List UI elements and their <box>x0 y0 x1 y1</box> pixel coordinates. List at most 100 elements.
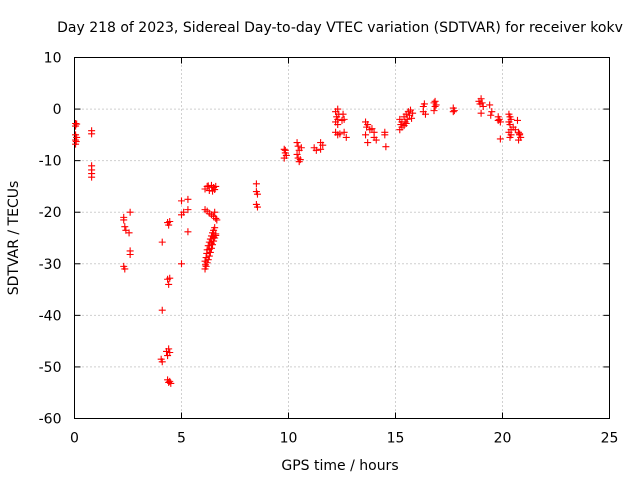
data-point <box>513 116 521 124</box>
data-point <box>205 252 213 260</box>
data-point <box>334 105 342 113</box>
data-point <box>478 99 486 107</box>
data-point <box>180 208 188 216</box>
y-tick-label: -40 <box>39 308 62 324</box>
x-axis-label: GPS time / hours <box>281 458 398 474</box>
data-point <box>479 102 487 110</box>
data-point <box>340 128 348 136</box>
data-point <box>430 107 438 115</box>
data-point <box>253 190 261 198</box>
data-point <box>293 139 301 147</box>
data-point <box>184 228 192 236</box>
data-point <box>205 245 213 253</box>
data-point <box>73 120 81 128</box>
x-tick-label: 10 <box>280 431 298 447</box>
data-point <box>431 97 439 105</box>
data-point <box>209 241 217 249</box>
data-point <box>212 214 220 222</box>
data-point <box>449 108 457 116</box>
data-point <box>319 141 327 149</box>
data-point <box>88 130 96 138</box>
data-point <box>408 114 416 122</box>
data-point <box>372 136 380 144</box>
y-tick-label: -10 <box>39 154 62 170</box>
x-tick-label: 25 <box>601 431 619 447</box>
chart-title: Day 218 of 2023, Sidereal Day-to-day VTE… <box>57 20 623 36</box>
data-point <box>280 154 288 162</box>
data-point <box>420 100 428 108</box>
data-point <box>209 187 217 195</box>
y-tick-label: 0 <box>53 102 62 118</box>
data-point <box>165 345 173 353</box>
y-tick-label: -60 <box>39 412 62 428</box>
data-point <box>158 238 166 246</box>
data-point <box>402 120 410 128</box>
data-point <box>296 156 304 164</box>
y-tick-label: -50 <box>39 360 62 376</box>
data-point <box>477 109 485 117</box>
data-point <box>202 262 210 270</box>
data-point <box>450 107 458 115</box>
data-point <box>158 358 166 366</box>
data-point <box>126 251 134 259</box>
data-point <box>184 206 192 214</box>
data-point <box>213 216 221 224</box>
x-tick-label: 5 <box>177 431 186 447</box>
data-point <box>167 379 175 387</box>
data-point <box>487 111 495 119</box>
data-point <box>334 121 342 129</box>
data-point <box>72 138 80 146</box>
data-point <box>206 248 214 256</box>
data-point <box>158 306 166 314</box>
data-point <box>166 217 174 225</box>
data-point <box>281 146 289 154</box>
data-point <box>506 133 514 141</box>
data-point <box>178 197 185 205</box>
data-point <box>477 95 485 103</box>
data-point <box>120 216 128 224</box>
data-point <box>515 136 523 144</box>
data-point <box>126 208 134 216</box>
data-point <box>165 280 173 288</box>
data-point <box>204 182 212 190</box>
x-tick-label: 15 <box>387 431 405 447</box>
data-point <box>88 173 96 181</box>
data-point <box>432 101 440 109</box>
data-point <box>178 260 185 268</box>
data-point <box>364 139 372 147</box>
y-tick-label: -30 <box>39 257 62 273</box>
data-point <box>496 135 504 143</box>
data-point <box>253 203 261 211</box>
data-point <box>312 146 320 154</box>
data-point <box>317 145 325 153</box>
grid <box>74 57 610 419</box>
data-point <box>297 144 305 152</box>
axis-ticks: 0 5 10 15 20 25 10 0 -10 -20 -30 -40 -50 -60 <box>39 51 619 447</box>
data-point <box>211 224 219 232</box>
data-point <box>494 116 502 124</box>
data-point <box>280 145 288 153</box>
data-point <box>184 195 192 203</box>
data-point <box>342 133 350 141</box>
data-point <box>516 130 524 138</box>
x-tick-label: 0 <box>70 431 79 447</box>
data-point <box>293 150 301 158</box>
data-point <box>203 259 211 267</box>
data-point <box>121 223 129 231</box>
data-point <box>121 265 129 273</box>
data-point <box>204 256 212 264</box>
data-point <box>212 182 220 190</box>
x-tick-label: 20 <box>494 431 512 447</box>
y-tick-label: -20 <box>39 205 62 221</box>
data-point <box>252 180 260 188</box>
data-point <box>339 110 347 118</box>
data-point <box>166 348 174 356</box>
data-point <box>294 142 302 150</box>
data-point <box>125 229 133 237</box>
data-point <box>340 115 348 123</box>
y-axis-label: SDTVAR / TECUs <box>6 181 22 296</box>
data-point <box>382 143 390 151</box>
data-point <box>362 131 370 139</box>
data-point <box>336 130 344 138</box>
